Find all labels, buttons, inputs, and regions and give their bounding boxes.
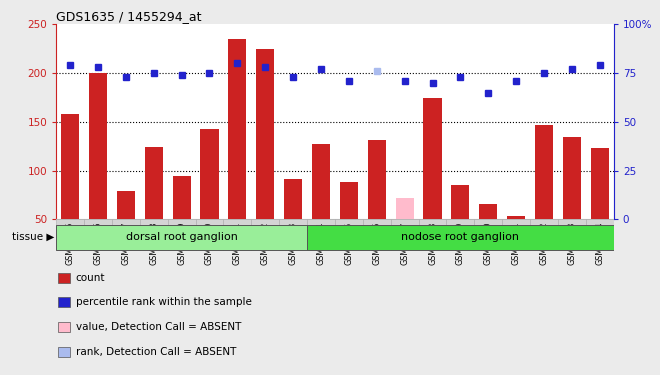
Text: GSM63689: GSM63689 xyxy=(456,222,465,265)
Bar xyxy=(340,182,358,219)
Bar xyxy=(256,49,275,219)
Text: GSM63675: GSM63675 xyxy=(65,222,75,266)
Bar xyxy=(58,273,71,283)
Text: nodose root ganglion: nodose root ganglion xyxy=(401,232,519,242)
Bar xyxy=(228,39,246,219)
Text: GSM63677: GSM63677 xyxy=(121,222,130,266)
Bar xyxy=(563,136,581,219)
Text: dorsal root ganglion: dorsal root ganglion xyxy=(125,232,238,242)
Text: GSM63680: GSM63680 xyxy=(205,222,214,265)
Text: rank, Detection Call = ABSENT: rank, Detection Call = ABSENT xyxy=(75,346,236,357)
Bar xyxy=(201,129,218,219)
Text: GSM63694: GSM63694 xyxy=(595,222,605,265)
Text: count: count xyxy=(75,273,105,283)
FancyBboxPatch shape xyxy=(223,219,251,251)
Bar xyxy=(451,185,469,219)
Bar xyxy=(424,99,442,219)
Text: GSM63686: GSM63686 xyxy=(372,222,381,265)
FancyBboxPatch shape xyxy=(140,219,168,251)
Text: GSM63679: GSM63679 xyxy=(177,222,186,266)
Bar xyxy=(368,140,386,219)
FancyBboxPatch shape xyxy=(446,219,475,251)
FancyBboxPatch shape xyxy=(56,225,307,250)
Text: GSM63687: GSM63687 xyxy=(400,222,409,265)
FancyBboxPatch shape xyxy=(475,219,502,251)
Text: GSM63693: GSM63693 xyxy=(568,222,576,265)
FancyBboxPatch shape xyxy=(307,225,614,250)
FancyBboxPatch shape xyxy=(530,219,558,251)
Text: GSM63676: GSM63676 xyxy=(94,222,102,265)
Bar xyxy=(535,125,553,219)
FancyBboxPatch shape xyxy=(168,219,195,251)
Bar xyxy=(479,204,498,219)
Bar xyxy=(395,198,414,219)
Text: GDS1635 / 1455294_at: GDS1635 / 1455294_at xyxy=(56,10,201,23)
FancyBboxPatch shape xyxy=(84,219,112,251)
FancyBboxPatch shape xyxy=(418,219,446,251)
Text: value, Detection Call = ABSENT: value, Detection Call = ABSENT xyxy=(75,322,241,332)
Text: GSM63681: GSM63681 xyxy=(233,222,242,265)
FancyBboxPatch shape xyxy=(558,219,586,251)
Bar xyxy=(172,176,191,219)
Bar xyxy=(145,147,163,219)
Bar xyxy=(591,148,609,219)
Text: GSM63684: GSM63684 xyxy=(317,222,325,265)
FancyBboxPatch shape xyxy=(195,219,223,251)
Bar xyxy=(58,322,71,332)
Text: GSM63691: GSM63691 xyxy=(512,222,521,265)
FancyBboxPatch shape xyxy=(307,219,335,251)
Text: GSM63683: GSM63683 xyxy=(288,222,298,265)
Bar xyxy=(117,191,135,219)
FancyBboxPatch shape xyxy=(56,219,84,251)
Bar xyxy=(61,114,79,219)
FancyBboxPatch shape xyxy=(335,219,363,251)
Bar xyxy=(507,216,525,219)
FancyBboxPatch shape xyxy=(391,219,418,251)
Text: tissue ▶: tissue ▶ xyxy=(13,232,55,242)
Text: GSM63690: GSM63690 xyxy=(484,222,493,265)
FancyBboxPatch shape xyxy=(502,219,530,251)
Text: GSM63688: GSM63688 xyxy=(428,222,437,265)
FancyBboxPatch shape xyxy=(112,219,140,251)
Text: percentile rank within the sample: percentile rank within the sample xyxy=(75,297,251,307)
FancyBboxPatch shape xyxy=(251,219,279,251)
Bar xyxy=(58,297,71,307)
Bar xyxy=(58,346,71,357)
Bar xyxy=(89,73,107,219)
Text: GSM63678: GSM63678 xyxy=(149,222,158,265)
Bar xyxy=(312,144,330,219)
Text: GSM63682: GSM63682 xyxy=(261,222,270,265)
FancyBboxPatch shape xyxy=(279,219,307,251)
Bar xyxy=(284,179,302,219)
Text: GSM63685: GSM63685 xyxy=(345,222,353,265)
FancyBboxPatch shape xyxy=(586,219,614,251)
Text: GSM63692: GSM63692 xyxy=(540,222,548,266)
FancyBboxPatch shape xyxy=(363,219,391,251)
